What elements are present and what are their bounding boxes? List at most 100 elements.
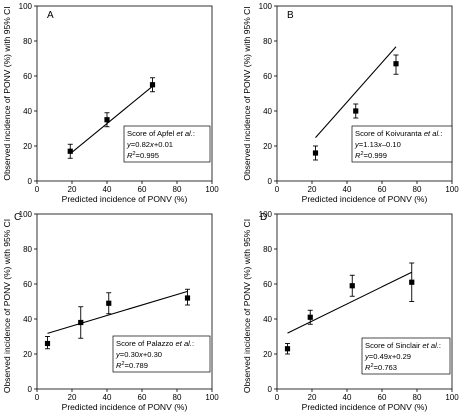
- y-tick-label: 20: [263, 142, 272, 151]
- annotation-equation: y=0.82x+0.01: [126, 140, 173, 149]
- annotation-equation: y=0.30x+0.30: [115, 350, 162, 359]
- y-tick-label: 40: [263, 315, 272, 324]
- x-tick-label: 100: [205, 185, 219, 194]
- x-tick-label: 80: [173, 185, 182, 194]
- y-tick-label: 60: [263, 280, 272, 289]
- y-tick-label: 60: [23, 280, 32, 289]
- x-tick-label: 80: [413, 185, 422, 194]
- x-axis-label: Predicted incidence of PONV (%): [62, 402, 188, 412]
- x-tick-group: 0 20 40 60 80 100: [275, 181, 459, 194]
- panel-b: B Predicted incidence of PONV (%) Observ…: [242, 2, 459, 204]
- x-tick-label: 80: [173, 393, 182, 402]
- y-tick-label: 20: [263, 350, 272, 359]
- data-point: [312, 150, 319, 156]
- y-tick-label: 0: [268, 385, 273, 394]
- annotation-title: Score of Apfel et al.:: [127, 129, 195, 138]
- panel-label: B: [287, 10, 294, 21]
- annotation-r-squared: R2=0.789: [116, 361, 148, 370]
- annotation-r-squared: R2=0.763: [365, 363, 397, 372]
- fit-line: [315, 46, 397, 139]
- x-tick-label: 60: [138, 185, 147, 194]
- y-tick-label: 20: [23, 142, 32, 151]
- x-tick-label: 20: [68, 185, 77, 194]
- data-point: [284, 346, 291, 352]
- y-tick-label: 60: [23, 72, 32, 81]
- y-tick-group: 0 20 40 60 80 100: [259, 2, 277, 186]
- x-tick-group: 0 20 40 60 80 100: [35, 181, 219, 194]
- panel-d: D Predicted incidence of PONV (%) Observ…: [242, 210, 459, 412]
- annotation-box: [112, 335, 211, 373]
- panel-label: D: [260, 212, 267, 223]
- data-point: [104, 117, 110, 123]
- y-tick-group: 0 20 40 60 80 100: [19, 2, 37, 186]
- y-axis-label: Observed incidence of PONV (%) with 95% …: [242, 6, 252, 180]
- x-axis-label: Predicted incidence of PONV (%): [62, 194, 188, 204]
- data-point: [106, 300, 112, 306]
- x-tick-label: 0: [275, 393, 280, 402]
- fit-line: [69, 85, 153, 155]
- y-tick-label: 100: [19, 2, 33, 11]
- x-tick-label: 0: [35, 185, 40, 194]
- annotation-box: [123, 125, 211, 163]
- panel-label: C: [14, 212, 21, 223]
- annotation-title: Score of Koivuranta et al.:: [355, 129, 442, 138]
- y-tick-label: 80: [23, 245, 32, 254]
- data-point: [78, 319, 84, 326]
- mark-group: [67, 77, 156, 159]
- annotation-equation: y=1.13x–0.10: [354, 140, 401, 149]
- mark-group: [284, 262, 415, 355]
- panel-label: A: [47, 10, 54, 21]
- data-point: [353, 108, 359, 114]
- data-point: [67, 148, 73, 154]
- mark-group: [312, 46, 399, 161]
- plot-frame: [276, 213, 453, 390]
- x-tick-label: 40: [103, 393, 112, 402]
- x-tick-label: 60: [138, 393, 147, 402]
- panel-c: C Predicted incidence of PONV (%) Observ…: [2, 210, 219, 412]
- plot-frame: [36, 213, 213, 390]
- x-tick-label: 100: [205, 393, 219, 402]
- x-tick-label: 100: [445, 185, 459, 194]
- x-tick-label: 60: [378, 185, 387, 194]
- plot-frame: [36, 5, 213, 182]
- y-tick-label: 100: [259, 2, 273, 11]
- plot-frame: [276, 5, 453, 182]
- x-tick-label: 40: [343, 393, 352, 402]
- y-tick-label: 0: [28, 385, 33, 394]
- annotation-r-squared: R2=0.995: [127, 151, 159, 160]
- annotation-title: Score of Sinclair et al.:: [365, 341, 441, 350]
- data-point: [44, 340, 51, 347]
- y-tick-group: 0 20 40 60 80 100: [259, 210, 277, 394]
- annotation-r-squared: R2=0.999: [355, 151, 387, 160]
- y-tick-label: 60: [263, 72, 272, 81]
- y-tick-label: 80: [263, 37, 272, 46]
- data-point: [409, 279, 415, 285]
- x-tick-label: 40: [343, 185, 352, 194]
- annotation-equation: y=0.49x+0.29: [364, 352, 411, 361]
- x-tick-label: 20: [68, 393, 77, 402]
- annotation-box: [361, 337, 451, 375]
- annotation-box: [351, 125, 453, 163]
- y-axis-label: Observed incidence of PONV (%) with 95% …: [242, 219, 252, 393]
- x-tick-label: 0: [275, 185, 280, 194]
- data-point: [184, 295, 191, 301]
- data-point: [307, 314, 313, 320]
- annotation-title: Score of Palazzo et al.:: [116, 339, 194, 348]
- data-point: [349, 283, 355, 289]
- y-tick-label: 80: [23, 37, 32, 46]
- y-axis-label: Observed incidence of PONV (%) with 95% …: [2, 6, 12, 180]
- y-tick-label: 80: [263, 245, 272, 254]
- y-tick-group: 0 20 40 60 80 100: [19, 210, 37, 394]
- y-axis-label: Observed incidence of PONV (%) with 95% …: [2, 219, 12, 393]
- y-tick-label: 0: [28, 177, 33, 186]
- x-tick-label: 20: [308, 185, 317, 194]
- x-tick-label: 60: [378, 393, 387, 402]
- fit-line: [47, 290, 188, 334]
- x-tick-group: 0 20 40 60 80 100: [35, 389, 219, 402]
- x-axis-label: Predicted incidence of PONV (%): [302, 402, 428, 412]
- y-tick-label: 0: [268, 177, 273, 186]
- x-tick-label: 40: [103, 185, 112, 194]
- y-tick-label: 20: [23, 350, 32, 359]
- x-tick-label: 100: [445, 393, 459, 402]
